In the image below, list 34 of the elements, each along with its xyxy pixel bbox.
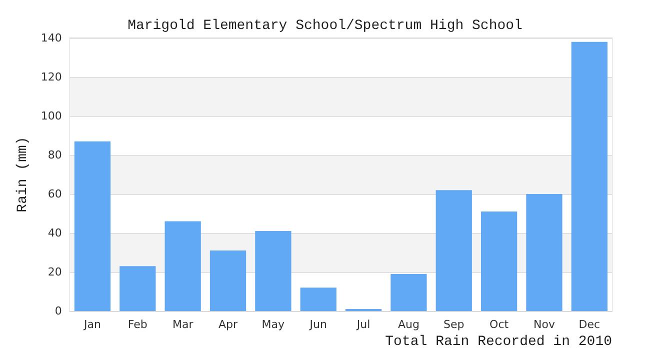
y-tick-label: 80 — [48, 148, 62, 162]
x-tick-label: Sep — [444, 318, 464, 331]
y-tick-label: 40 — [48, 226, 62, 240]
x-tick-label: May — [262, 318, 286, 331]
bar — [74, 141, 111, 311]
y-tick-label: 0 — [54, 304, 62, 318]
x-tick-label: Jun — [308, 318, 327, 331]
x-axis-title: Total Rain Recorded in 2010 — [385, 334, 612, 350]
y-tick-label: 120 — [40, 70, 62, 84]
x-tick-label: Oct — [490, 318, 510, 331]
bar — [164, 221, 201, 311]
y-axis-title: Rain (mm) — [15, 136, 31, 212]
y-tick-label: 100 — [40, 110, 62, 122]
y-tick-label: 60 — [48, 188, 62, 200]
chart-title: Marigold Elementary School/Spectrum High School — [128, 18, 522, 34]
bar — [390, 274, 427, 311]
bar — [120, 266, 156, 311]
bar — [571, 42, 608, 311]
bar — [526, 194, 562, 311]
x-tick-label: Nov — [534, 318, 556, 331]
x-tick-label: Apr — [218, 318, 238, 331]
x-tick-label: Dec — [578, 318, 600, 331]
x-tick-label: Jul — [356, 318, 370, 331]
bar — [255, 231, 292, 311]
x-tick-label: Mar — [172, 318, 194, 331]
x-tick-label: Jan — [83, 318, 101, 331]
y-tick-label: 140 — [40, 32, 62, 44]
bar — [436, 190, 472, 311]
y-tick-label: 20 — [48, 266, 62, 278]
x-tick-label: Aug — [398, 318, 420, 331]
bar — [300, 288, 336, 311]
bar — [210, 250, 246, 311]
bar — [480, 212, 518, 311]
x-tick-label: Feb — [128, 318, 148, 331]
